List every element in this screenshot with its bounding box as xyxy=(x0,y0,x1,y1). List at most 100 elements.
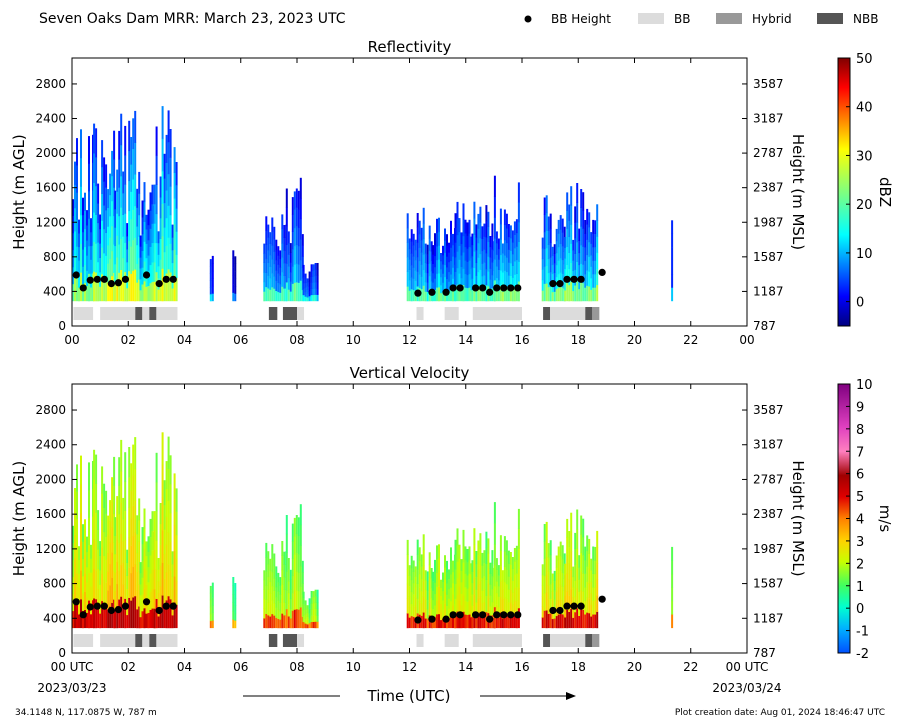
bb-height-point xyxy=(556,280,564,288)
bb-height-point xyxy=(500,284,508,292)
data-cell xyxy=(456,234,459,252)
data-cell xyxy=(596,204,599,221)
data-cell xyxy=(279,610,282,620)
data-cell xyxy=(422,254,425,271)
data-cell xyxy=(428,577,431,591)
data-cell xyxy=(275,597,278,608)
data-cell xyxy=(173,550,176,577)
data-cell xyxy=(175,231,178,255)
start-date-label: 2023/03/23 xyxy=(37,681,106,695)
data-cell xyxy=(136,244,139,264)
data-cell xyxy=(594,247,597,261)
data-cell xyxy=(97,242,100,263)
data-cell xyxy=(157,616,160,629)
bb-height-point xyxy=(79,284,87,292)
data-cell xyxy=(466,222,469,236)
data-cell xyxy=(430,251,433,262)
data-cell xyxy=(475,615,478,629)
data-cell xyxy=(310,264,313,271)
data-cell xyxy=(281,272,284,287)
data-cell xyxy=(545,248,548,266)
data-cell xyxy=(671,546,674,561)
data-cell xyxy=(511,557,514,570)
data-cell xyxy=(90,232,92,247)
data-cell xyxy=(86,536,88,553)
data-cell xyxy=(509,237,512,251)
data-cell xyxy=(167,205,170,238)
data-cell xyxy=(458,287,461,302)
data-cell xyxy=(153,511,156,531)
data-cell xyxy=(285,282,288,302)
data-cell xyxy=(111,502,114,528)
legend-entry: BB Height xyxy=(524,12,611,26)
data-cell xyxy=(316,602,319,610)
data-cell xyxy=(118,272,121,302)
bb-type-box xyxy=(142,634,150,647)
data-cell xyxy=(120,502,123,535)
data-cell xyxy=(232,250,235,259)
data-cell xyxy=(406,257,409,272)
data-cell xyxy=(169,455,172,485)
data-cell xyxy=(428,250,431,264)
data-cell xyxy=(570,281,573,302)
data-cell xyxy=(430,261,433,272)
data-cell xyxy=(101,220,104,248)
data-cell xyxy=(143,221,146,242)
data-cell xyxy=(547,571,550,586)
data-cell xyxy=(267,288,270,302)
data-cell xyxy=(267,262,270,276)
data-cell xyxy=(92,516,94,545)
bb-type-box xyxy=(543,634,551,647)
data-cell xyxy=(120,207,123,239)
data-cell xyxy=(412,560,415,572)
data-cell xyxy=(82,249,84,267)
data-cell xyxy=(464,246,467,261)
data-cell xyxy=(84,264,86,284)
data-cell xyxy=(481,226,484,239)
data-cell xyxy=(109,500,112,522)
data-cell xyxy=(308,618,311,624)
data-cell xyxy=(596,547,599,564)
data-cell xyxy=(310,621,313,629)
data-cell xyxy=(580,552,583,572)
data-cell xyxy=(271,558,274,573)
data-cell xyxy=(86,255,88,271)
data-cell xyxy=(293,264,296,283)
data-cell xyxy=(517,528,520,549)
data-cell xyxy=(86,612,88,629)
data-cell xyxy=(410,253,413,266)
data-cell xyxy=(446,594,448,606)
data-cell xyxy=(175,534,178,559)
data-cell xyxy=(151,242,154,263)
data-cell xyxy=(147,597,150,613)
data-cell xyxy=(513,221,516,235)
data-cell xyxy=(97,549,100,570)
data-cell xyxy=(416,569,419,584)
data-cell xyxy=(493,175,496,197)
data-cell xyxy=(122,497,125,520)
data-cell xyxy=(132,179,135,210)
data-cell xyxy=(410,277,413,290)
data-cell xyxy=(76,518,78,547)
data-cell xyxy=(412,616,415,629)
data-cell xyxy=(295,533,298,553)
colorbar-tick-label: 20 xyxy=(856,198,873,213)
data-cell xyxy=(132,118,135,149)
data-cell xyxy=(265,599,268,614)
bb-type-box xyxy=(156,634,178,647)
data-cell xyxy=(293,209,296,229)
data-cell xyxy=(159,259,162,281)
data-cell xyxy=(163,251,166,277)
data-cell xyxy=(485,579,488,596)
data-cell xyxy=(406,583,409,599)
x-tick-label: 20 xyxy=(627,333,642,347)
data-cell xyxy=(473,528,476,546)
data-cell xyxy=(594,287,597,302)
data-cell xyxy=(568,611,571,629)
data-cell xyxy=(84,192,86,211)
data-cell xyxy=(412,582,415,595)
data-cell xyxy=(90,245,92,260)
data-cell xyxy=(167,596,170,629)
data-cell xyxy=(147,551,150,568)
data-cell xyxy=(503,566,506,583)
